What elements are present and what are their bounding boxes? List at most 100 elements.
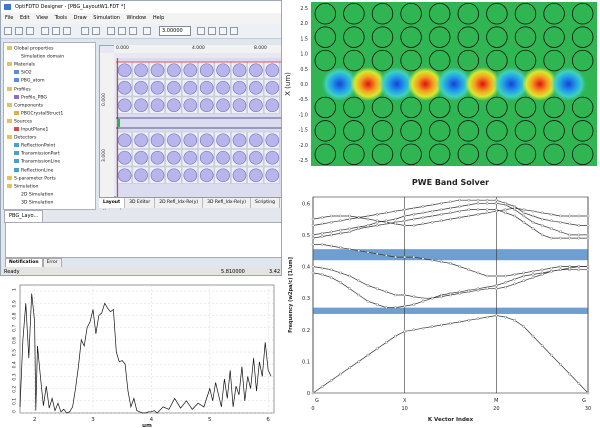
lattice-rod[interactable] xyxy=(150,150,165,165)
lattice-rod[interactable] xyxy=(117,80,132,95)
zoom-input[interactable]: 3.00000 xyxy=(159,26,191,36)
lattice-rod[interactable] xyxy=(183,63,198,78)
analyze-icon[interactable] xyxy=(230,27,238,35)
lattice-rod[interactable] xyxy=(183,150,198,165)
tree-item[interactable]: TransmissionPart xyxy=(14,151,60,158)
lattice-rod[interactable] xyxy=(134,63,148,78)
tree-item[interactable]: PBG_atom xyxy=(14,78,45,85)
lattice-rod[interactable] xyxy=(249,133,263,148)
menu-simulation[interactable]: Simulation xyxy=(93,15,120,21)
lattice-rod[interactable] xyxy=(150,80,165,95)
tree-item[interactable]: Profiles xyxy=(7,86,31,94)
lattice-rod[interactable] xyxy=(265,150,280,165)
run-icon[interactable] xyxy=(219,27,227,35)
lattice-rod[interactable] xyxy=(150,63,165,78)
draw-lens-icon[interactable] xyxy=(208,27,216,35)
lattice-rod[interactable] xyxy=(265,133,280,148)
tree-item[interactable]: Components xyxy=(7,102,43,110)
lattice-rod[interactable] xyxy=(167,98,181,113)
lattice-rod[interactable] xyxy=(134,98,148,113)
lattice-rod[interactable] xyxy=(216,150,230,165)
tree-item[interactable]: Profile_PBG xyxy=(14,94,47,102)
new-file-icon[interactable] xyxy=(4,27,12,35)
lattice-rod[interactable] xyxy=(249,150,263,165)
lattice-rod[interactable] xyxy=(150,98,165,113)
lattice-rod[interactable] xyxy=(167,80,181,95)
lattice-rod[interactable] xyxy=(216,133,230,148)
lattice-rod[interactable] xyxy=(232,168,247,183)
lattice-rod[interactable] xyxy=(117,133,132,148)
redo-icon[interactable] xyxy=(92,27,100,35)
tree-item[interactable]: Global properties xyxy=(7,46,54,53)
lattice-rod[interactable] xyxy=(216,80,230,95)
tab-layout[interactable]: Layout xyxy=(99,198,126,208)
tree-item[interactable]: TransmissionLine xyxy=(14,159,60,166)
tree-item[interactable]: InputPlane1 xyxy=(14,127,48,134)
tree-item[interactable]: Detectors xyxy=(7,135,36,142)
open-file-icon[interactable] xyxy=(15,27,23,35)
cut-icon[interactable] xyxy=(41,27,49,35)
lattice-rod[interactable] xyxy=(183,80,198,95)
lattice-rod[interactable] xyxy=(183,98,198,113)
lattice-rod[interactable] xyxy=(117,168,132,183)
lattice-rod[interactable] xyxy=(183,168,198,183)
detector-marker[interactable] xyxy=(117,119,120,127)
tree-item[interactable]: S-parameter Ports xyxy=(7,175,56,183)
pointer-icon[interactable] xyxy=(107,27,115,35)
pbg-lattice[interactable] xyxy=(116,58,282,198)
menu-tools[interactable]: Tools xyxy=(54,15,68,21)
menu-edit[interactable]: Edit xyxy=(19,15,30,21)
tree-item[interactable]: Simulation xyxy=(7,183,38,191)
menu-window[interactable]: Window xyxy=(126,15,147,21)
lattice-rod[interactable] xyxy=(167,133,181,148)
lattice-rod[interactable] xyxy=(199,133,214,148)
lattice-rod[interactable] xyxy=(232,63,247,78)
lattice-rod[interactable] xyxy=(199,80,214,95)
lattice-rod[interactable] xyxy=(232,133,247,148)
tab-scripting[interactable]: Scripting xyxy=(251,198,280,208)
lattice-rod[interactable] xyxy=(199,150,214,165)
lattice-rod[interactable] xyxy=(134,150,148,165)
undo-icon[interactable] xyxy=(81,27,89,35)
lattice-rod[interactable] xyxy=(167,63,181,78)
lattice-rod[interactable] xyxy=(216,168,230,183)
copy-icon[interactable] xyxy=(52,27,60,35)
lattice-rod[interactable] xyxy=(117,63,132,78)
lattice-rod[interactable] xyxy=(265,168,280,183)
tree-item[interactable]: 2D Simulation xyxy=(14,192,53,199)
lattice-rod[interactable] xyxy=(232,98,247,113)
lattice-rod[interactable] xyxy=(183,133,198,148)
lattice-rod[interactable] xyxy=(249,98,263,113)
lattice-rod[interactable] xyxy=(199,98,214,113)
tree-item[interactable]: ReflectionLine xyxy=(14,167,53,175)
menu-help[interactable]: Help xyxy=(152,15,165,21)
tab-3d-editor[interactable]: 3D Editor xyxy=(125,198,156,208)
zoom-out-icon[interactable] xyxy=(129,27,137,35)
lattice-rod[interactable] xyxy=(199,63,214,78)
layout-canvas[interactable]: 0.000 4.000 8.000 0.000 3.000 xyxy=(99,45,282,198)
tree-item[interactable]: PBGCrystalStruct1 xyxy=(14,110,63,118)
lattice-rod[interactable] xyxy=(167,168,181,183)
menu-file[interactable]: File xyxy=(5,15,14,21)
lattice-rod[interactable] xyxy=(249,80,263,95)
lattice-rod[interactable] xyxy=(249,168,263,183)
lattice-rod[interactable] xyxy=(232,150,247,165)
menu-draw[interactable]: Draw xyxy=(73,15,87,21)
lattice-rod[interactable] xyxy=(134,133,148,148)
lattice-rod[interactable] xyxy=(265,80,280,95)
lattice-rod[interactable] xyxy=(117,150,132,165)
save-icon[interactable] xyxy=(26,27,34,35)
paste-icon[interactable] xyxy=(63,27,71,35)
lattice-rod[interactable] xyxy=(216,63,230,78)
lattice-rod[interactable] xyxy=(150,133,165,148)
menu-view[interactable]: View xyxy=(36,15,49,21)
lattice-rod[interactable] xyxy=(249,63,263,78)
lattice-rod[interactable] xyxy=(265,63,280,78)
tab-3d-refl-idx[interactable]: 3D Refl_Idx-Re(y) xyxy=(203,198,251,208)
lattice-rod[interactable] xyxy=(265,98,280,113)
lattice-rod[interactable] xyxy=(216,98,230,113)
lattice-rod[interactable] xyxy=(134,168,148,183)
lattice-rod[interactable] xyxy=(134,80,148,95)
tree-item[interactable]: SiO2 xyxy=(14,70,32,77)
zoom-in-icon[interactable] xyxy=(118,27,126,35)
